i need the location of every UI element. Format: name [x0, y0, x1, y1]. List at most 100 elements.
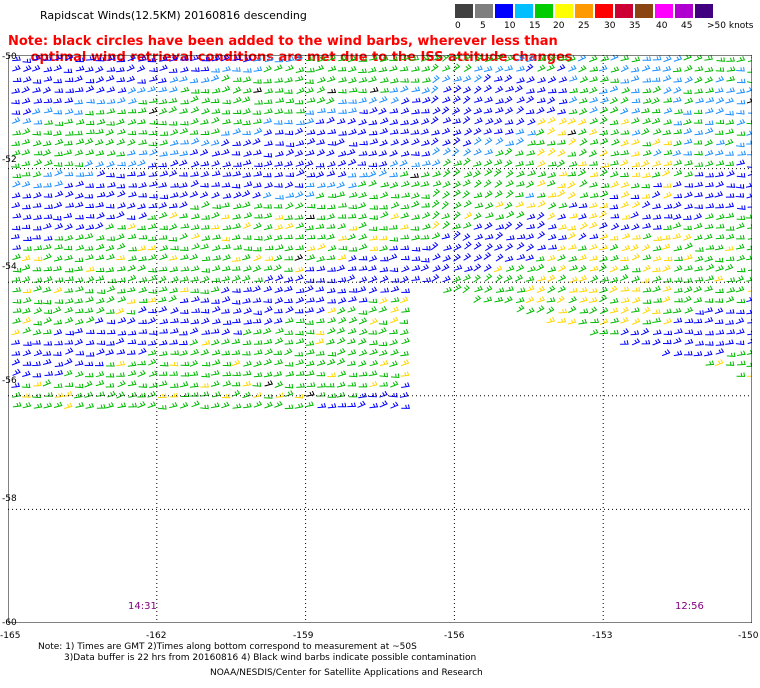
wind-barb: [338, 109, 347, 114]
wind-barb: [107, 150, 116, 156]
wind-barb: [168, 202, 178, 209]
wind-barb: [201, 268, 211, 273]
wind-barb: [431, 274, 440, 282]
wind-barb: [212, 318, 221, 325]
wind-barb: [232, 256, 241, 262]
wind-barb: [137, 159, 146, 167]
wind-barb: [504, 296, 513, 304]
wind-barb: [620, 55, 630, 62]
wind-barb: [442, 254, 451, 262]
wind-barb: [295, 330, 304, 336]
wind-barb: [96, 191, 106, 198]
wind-barb: [158, 162, 167, 168]
wind-barb: [411, 86, 421, 93]
wind-barb: [359, 140, 368, 146]
wind-barb: [421, 65, 431, 72]
wind-barb: [64, 382, 74, 387]
wind-barb: [389, 181, 399, 189]
wind-barb: [273, 234, 283, 241]
wind-barb: [22, 349, 32, 357]
wind-barb: [33, 320, 42, 326]
wind-barb: [737, 150, 747, 156]
wind-barb: [32, 393, 41, 399]
wind-barb: [652, 55, 662, 61]
wind-barb: [116, 242, 126, 250]
wind-barb: [22, 296, 32, 304]
wind-barb: [295, 140, 305, 147]
wind-barb: [672, 222, 682, 229]
wind-barb: [179, 330, 188, 336]
wind-barb: [221, 130, 230, 136]
wind-barb: [253, 79, 262, 84]
wind-barb: [74, 149, 84, 156]
wind-barb: [95, 222, 104, 230]
wind-barb: [683, 127, 693, 135]
wind-barb: [536, 305, 545, 313]
lon-label-156: -156: [444, 631, 465, 641]
wind-barb: [275, 274, 284, 282]
wind-barb: [284, 404, 294, 409]
wind-barb: [126, 298, 136, 304]
wind-barb: [252, 110, 262, 115]
wind-barb: [95, 379, 105, 387]
wind-barb: [264, 56, 274, 63]
wind-barb: [515, 128, 525, 135]
wind-barb: [725, 233, 735, 240]
wind-barb: [569, 75, 578, 82]
wind-barb: [11, 99, 20, 105]
wind-barb: [148, 141, 158, 147]
wind-barb: [599, 203, 609, 209]
wind-barb: [336, 264, 346, 272]
wind-barb: [746, 98, 752, 104]
wind-barb: [401, 180, 410, 187]
wind-barb: [32, 202, 42, 208]
wind-barb: [358, 297, 368, 303]
wind-barb: [589, 255, 598, 261]
wind-barb: [705, 341, 714, 346]
wind-barb: [747, 235, 752, 240]
wind-barb: [746, 277, 752, 282]
wind-barb: [725, 193, 735, 198]
wind-barb: [569, 87, 579, 94]
wind-barb: [84, 245, 94, 251]
wind-barb: [128, 246, 137, 252]
wind-barb: [274, 64, 283, 71]
wind-barb: [505, 286, 514, 292]
wind-barb: [222, 118, 231, 125]
wind-barb: [537, 275, 546, 282]
wind-barb: [411, 200, 420, 208]
wind-barb: [95, 370, 105, 378]
wind-barb: [115, 307, 125, 315]
wind-barb: [747, 338, 752, 345]
wind-barb: [253, 400, 263, 408]
wind-barb: [715, 67, 725, 72]
wind-barb: [504, 221, 513, 230]
wind-barb: [630, 244, 639, 252]
wind-barb: [243, 150, 252, 157]
wind-barb: [147, 162, 157, 168]
wind-barb: [274, 57, 284, 63]
wind-barb: [179, 381, 189, 388]
wind-barb: [473, 192, 483, 199]
map-title: Rapidscat Winds(12.5KM) 20160816 descend…: [40, 9, 307, 22]
wind-barb: [264, 401, 273, 409]
wind-barb: [661, 243, 671, 250]
wind-barb: [704, 255, 714, 262]
wind-barb: [116, 183, 126, 189]
wind-barb: [526, 149, 536, 156]
wind-barb: [11, 329, 20, 336]
wind-barb: [653, 182, 663, 188]
wind-barb: [525, 192, 535, 198]
legend-label-15: 15: [529, 21, 541, 31]
wind-barb: [253, 349, 263, 355]
wind-barb: [221, 148, 230, 156]
wind-barb: [274, 183, 283, 188]
wind-barb: [42, 286, 52, 293]
wind-barb: [368, 306, 377, 313]
wind-barb: [179, 349, 188, 356]
wind-barb: [357, 180, 367, 187]
wind-barb: [253, 391, 263, 398]
wind-barb: [474, 65, 483, 72]
wind-barb: [33, 98, 43, 104]
wind-barb: [735, 193, 745, 198]
